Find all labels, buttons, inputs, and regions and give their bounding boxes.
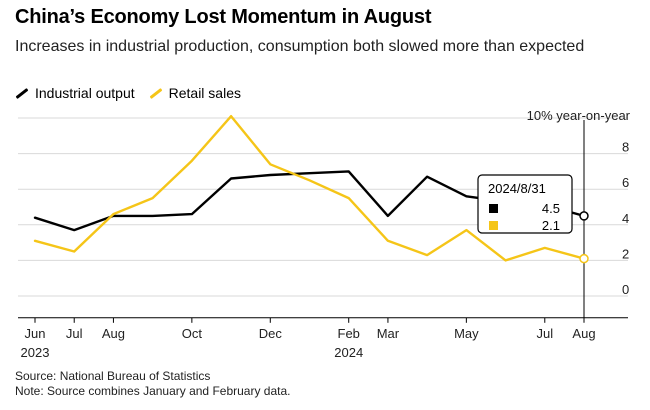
x-tick-label: Jul <box>66 326 83 341</box>
x-tick-label: Aug <box>102 326 125 341</box>
legend-item-retail: Retail sales <box>149 85 241 101</box>
end-point-retail <box>579 253 589 264</box>
data-note: Note: Source combines January and Februa… <box>15 384 291 398</box>
footer: Source: National Bureau of Statistics No… <box>15 369 290 399</box>
x-tick-label: May <box>454 326 479 341</box>
tooltip-swatch-retail <box>489 221 498 230</box>
y-tick-label: 8 <box>622 140 629 155</box>
legend-swatch-industrial <box>15 87 29 99</box>
x-tick-label: Jun <box>25 326 46 341</box>
chart-subtitle: Increases in industrial production, cons… <box>15 38 585 55</box>
y-axis-label: 10% year-on-year <box>527 108 631 123</box>
tooltip-value-industrial: 4.5 <box>542 201 560 216</box>
end-point-industrial <box>579 211 589 221</box>
source-note: Source: National Bureau of Statistics <box>15 369 211 383</box>
grid-layer <box>18 117 628 297</box>
tooltip-box <box>477 174 573 234</box>
legend-item-industrial: Industrial output <box>15 85 135 101</box>
tooltip-date: 2024/8/31 <box>488 181 546 196</box>
legend: Industrial output Retail sales <box>15 85 255 101</box>
line-chart: 10% year-on-year 0 2 4 6 8 Jun 2023 Jul Aug Oct Dec… <box>18 108 631 360</box>
y-tick-label: 0 <box>622 282 629 297</box>
chart-title: China’s Economy Lost Momentum in August <box>15 6 432 28</box>
x-tick-label: Feb <box>338 326 360 341</box>
tooltip-layer: 2024/8/31 4.5 2.1 <box>477 120 589 318</box>
x-tick-label: Aug <box>572 326 595 341</box>
series-line-retail <box>33 114 586 262</box>
x-tick-year-label: 2023 <box>21 345 50 360</box>
tooltip-value-retail: 2.1 <box>542 218 560 233</box>
x-tick-label: Dec <box>259 326 283 341</box>
y-tick-label: 6 <box>622 175 629 190</box>
legend-label-industrial: Industrial output <box>35 85 135 101</box>
x-tick-label: Mar <box>377 326 400 341</box>
legend-label-retail: Retail sales <box>168 85 241 101</box>
legend-swatch-retail <box>149 87 163 99</box>
x-tick-label: Jul <box>536 326 553 341</box>
y-tick-label: 4 <box>622 211 629 226</box>
y-tick-label: 2 <box>622 246 629 261</box>
axis-layer: 10% year-on-year 0 2 4 6 8 Jun 2023 Jul Aug Oct Dec… <box>18 108 631 360</box>
tooltip-swatch-industrial <box>489 204 498 213</box>
x-tick-year-label: 2024 <box>334 345 363 360</box>
x-tick-label: Oct <box>182 326 203 341</box>
